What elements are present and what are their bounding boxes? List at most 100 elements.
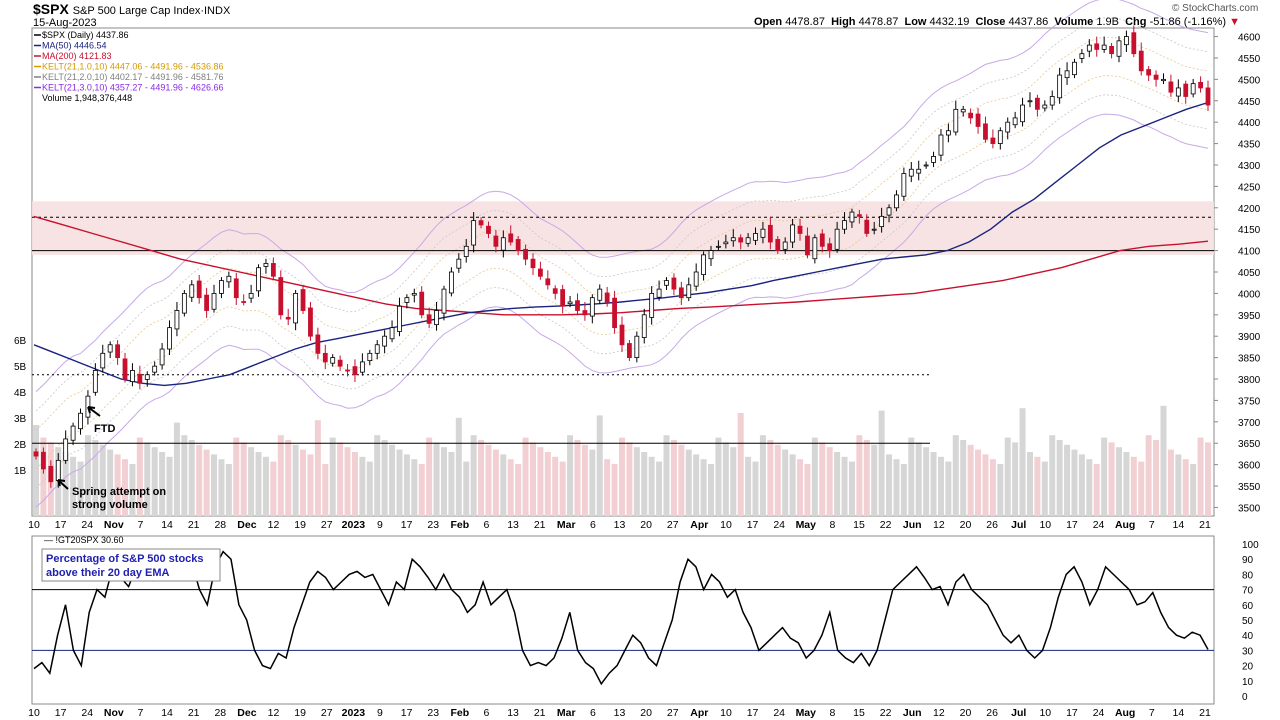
volume-bar bbox=[975, 449, 982, 516]
price-x-tick: 22 bbox=[880, 519, 892, 531]
breadth-x-tick: 17 bbox=[55, 707, 67, 719]
volume-bar bbox=[225, 464, 232, 516]
price-tick-label: 4450 bbox=[1238, 97, 1261, 108]
price-x-tick: 13 bbox=[614, 519, 626, 531]
breadth-tick-label: 10 bbox=[1242, 677, 1254, 688]
candle-body bbox=[137, 373, 143, 384]
candle-body bbox=[1064, 70, 1070, 79]
breadth-x-tick: 8 bbox=[829, 707, 835, 719]
candle-body bbox=[960, 108, 966, 113]
volume-bar bbox=[604, 459, 611, 516]
candle-body bbox=[397, 305, 402, 332]
candle-body bbox=[664, 280, 669, 286]
volume-bar bbox=[248, 447, 255, 516]
candle-body bbox=[441, 288, 447, 314]
volume-bar bbox=[151, 447, 158, 516]
breadth-x-tick: 17 bbox=[401, 707, 413, 719]
candle-body bbox=[627, 343, 632, 359]
candle-body bbox=[1034, 97, 1040, 110]
candle-body bbox=[545, 278, 551, 286]
volume-tick-label: 6B bbox=[14, 336, 27, 347]
volume-bar bbox=[863, 440, 870, 516]
candle-body bbox=[975, 113, 981, 127]
price-x-tick: 10 bbox=[720, 519, 732, 531]
volume-bar bbox=[196, 444, 203, 516]
price-x-tick: 24 bbox=[81, 519, 93, 531]
volume-bar bbox=[1160, 405, 1167, 516]
volume-bar bbox=[292, 444, 299, 516]
volume-bar bbox=[626, 442, 633, 516]
legend-entry: MA(200) 4121.83 bbox=[42, 51, 112, 61]
candle-body bbox=[589, 297, 595, 317]
breadth-x-tick: Jul bbox=[1011, 707, 1026, 719]
volume-bar bbox=[33, 425, 39, 516]
volume-bar bbox=[967, 444, 974, 516]
volume-bar bbox=[923, 447, 930, 516]
volume-bar bbox=[448, 452, 455, 516]
volume-bar bbox=[381, 440, 388, 516]
volume-bar bbox=[893, 459, 900, 516]
breadth-tick-label: 40 bbox=[1242, 631, 1254, 642]
volume-bar bbox=[411, 459, 418, 516]
price-x-tick: 12 bbox=[933, 519, 945, 531]
keltner-lower-band bbox=[35, 113, 1209, 508]
volume-bar bbox=[70, 456, 77, 516]
volume-bar bbox=[1130, 456, 1137, 516]
breadth-x-tick: 20 bbox=[640, 707, 652, 719]
volume-bar bbox=[804, 464, 811, 516]
breadth-x-tick: 21 bbox=[534, 707, 546, 719]
volume-bar bbox=[1182, 459, 1189, 516]
volume-bar bbox=[455, 417, 462, 516]
candle-body bbox=[367, 352, 373, 362]
breadth-x-tick: 21 bbox=[1199, 707, 1211, 719]
price-x-tick: 24 bbox=[773, 519, 785, 531]
volume-bar bbox=[930, 452, 937, 516]
volume-bar bbox=[314, 420, 321, 516]
volume-bar bbox=[900, 464, 907, 516]
candle-body bbox=[894, 194, 899, 209]
price-x-tick: 24 bbox=[1093, 519, 1105, 531]
candle-body bbox=[641, 314, 647, 338]
volume-bar bbox=[492, 449, 499, 516]
price-x-tick: 7 bbox=[1149, 519, 1155, 531]
volume-bar bbox=[1056, 440, 1063, 516]
candle-body bbox=[471, 220, 477, 246]
candle-body bbox=[1057, 74, 1063, 99]
volume-bar bbox=[826, 447, 833, 516]
legend-entry: MA(50) 4446.54 bbox=[42, 41, 107, 51]
price-x-tick: Apr bbox=[690, 519, 708, 531]
candle-body bbox=[308, 307, 313, 337]
volume-bar bbox=[262, 456, 269, 516]
breadth-panel-frame bbox=[31, 535, 1215, 705]
volume-bar bbox=[759, 435, 766, 516]
candle-body bbox=[159, 348, 165, 366]
price-x-tick: Jul bbox=[1011, 519, 1026, 531]
keltner-upper-band bbox=[35, 17, 1209, 412]
candle-body bbox=[181, 293, 187, 314]
volume-bar bbox=[596, 415, 603, 516]
candle-body bbox=[122, 358, 128, 380]
volume-bar bbox=[507, 459, 514, 516]
volume-bar bbox=[366, 461, 373, 516]
breadth-x-tick: 9 bbox=[377, 707, 383, 719]
price-x-tick: 14 bbox=[161, 519, 173, 531]
candle-body bbox=[530, 258, 536, 269]
volume-bar bbox=[937, 456, 944, 516]
volume-bar bbox=[774, 444, 781, 516]
breadth-x-tick: 14 bbox=[161, 707, 173, 719]
candle-body bbox=[448, 271, 454, 294]
candle-body bbox=[671, 277, 677, 290]
breadth-x-tick: 7 bbox=[1149, 707, 1155, 719]
breadth-x-tick: Apr bbox=[690, 707, 708, 719]
price-x-tick: 17 bbox=[747, 519, 759, 531]
candle-body bbox=[152, 365, 158, 373]
volume-bar bbox=[485, 444, 492, 516]
breadth-x-tick: 27 bbox=[321, 707, 333, 719]
ftd-annotation: FTD bbox=[94, 423, 115, 435]
volume-bar bbox=[277, 435, 284, 516]
volume-bar bbox=[960, 440, 967, 516]
volume-bar bbox=[1153, 440, 1160, 516]
candle-body bbox=[248, 293, 254, 299]
price-x-tick: Aug bbox=[1115, 519, 1135, 531]
price-tick-label: 3600 bbox=[1238, 461, 1261, 472]
